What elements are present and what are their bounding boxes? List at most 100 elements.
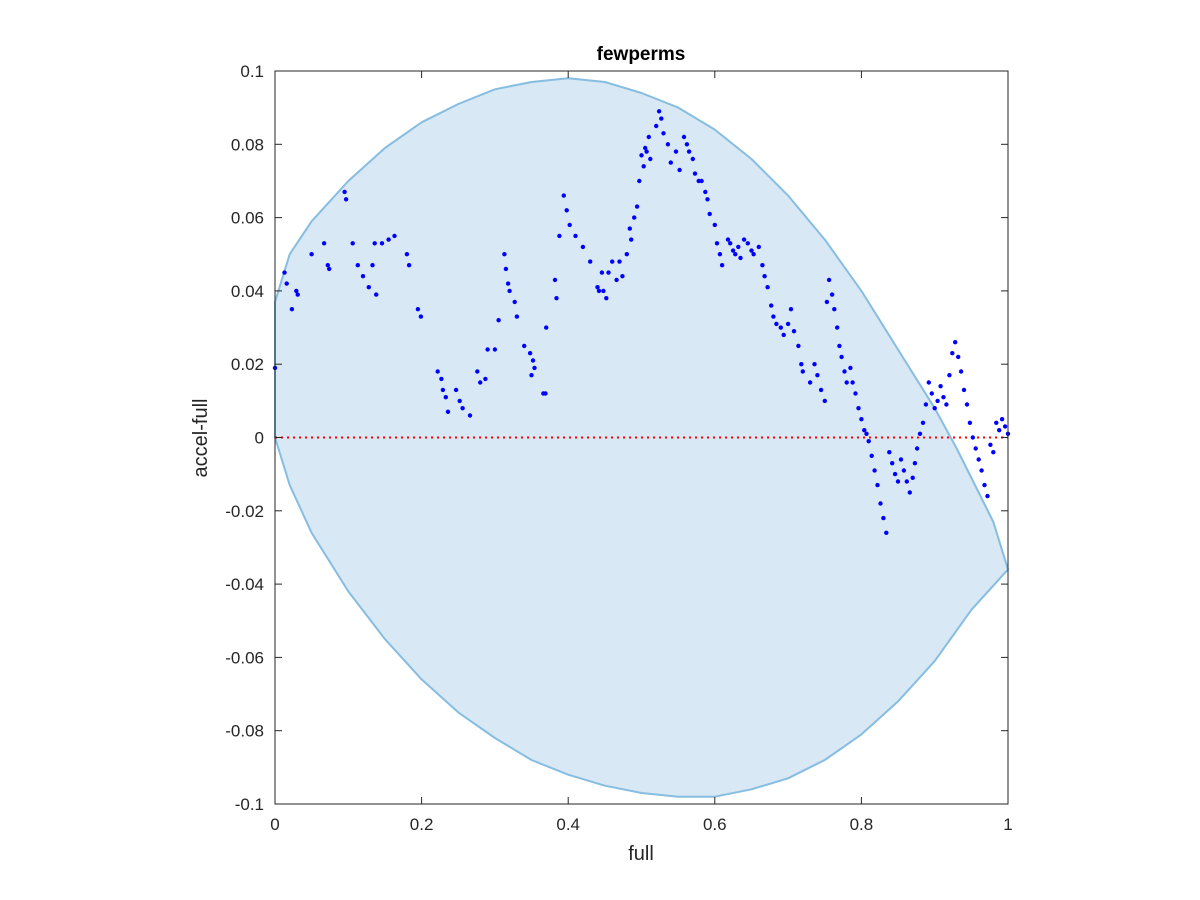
data-point (681, 134, 687, 140)
data-point (610, 259, 615, 264)
data-point (406, 263, 412, 268)
data-point (728, 241, 733, 246)
data-point (624, 252, 629, 257)
data-point (507, 288, 512, 294)
data-point (914, 446, 920, 451)
data-point (366, 285, 371, 290)
data-point (988, 442, 993, 447)
data-point (639, 153, 644, 158)
data-point (552, 277, 558, 283)
data-point (532, 365, 537, 371)
data-point (554, 296, 559, 301)
data-point (958, 369, 964, 374)
data-point (800, 369, 805, 374)
data-point (935, 398, 940, 404)
data-point (530, 358, 536, 363)
data-point (979, 468, 984, 473)
data-point (512, 299, 517, 305)
data-point (654, 123, 659, 129)
data-point (321, 241, 327, 246)
data-point (929, 391, 934, 396)
data-point (601, 288, 606, 294)
data-point (325, 263, 330, 268)
data-point (703, 189, 708, 195)
data-point (796, 343, 801, 349)
data-point (719, 263, 725, 268)
data-point (692, 171, 698, 176)
data-point (765, 285, 770, 290)
y-tick-label: -0.06 (225, 648, 264, 667)
data-point (887, 450, 892, 455)
data-point (661, 131, 666, 136)
data-point (999, 417, 1005, 422)
data-point (659, 116, 664, 121)
y-tick-label: -0.04 (225, 575, 264, 594)
data-point (824, 299, 830, 305)
data-point (760, 263, 765, 268)
data-point (342, 189, 347, 195)
x-tick-label: 1 (1003, 815, 1012, 834)
data-point (392, 233, 397, 239)
data-point (953, 340, 958, 345)
data-point (844, 380, 849, 385)
data-point (799, 362, 804, 367)
data-point (350, 241, 355, 246)
data-point (686, 149, 692, 154)
data-point (522, 343, 527, 349)
data-point (439, 376, 444, 382)
data-point (557, 233, 562, 239)
data-point (950, 351, 955, 356)
y-tick-label: -0.1 (235, 795, 264, 814)
data-point (355, 263, 360, 268)
data-point (604, 296, 609, 301)
x-tick-label: 0 (270, 815, 279, 834)
data-point (617, 259, 622, 264)
data-point (912, 461, 918, 466)
data-point (475, 369, 480, 374)
data-point (920, 420, 926, 425)
data-point (374, 292, 379, 297)
data-point (503, 266, 509, 272)
data-point (749, 248, 754, 253)
data-point (483, 376, 488, 382)
data-point (745, 241, 750, 246)
data-point (835, 325, 840, 330)
data-point (284, 281, 289, 286)
data-point (859, 417, 864, 422)
data-point (829, 292, 835, 297)
data-point (812, 362, 817, 367)
data-point (788, 307, 794, 312)
data-point (677, 167, 682, 173)
data-point (944, 402, 949, 407)
data-point (543, 391, 548, 396)
x-axis-label: full (628, 843, 654, 865)
data-point (360, 274, 366, 279)
data-point (505, 281, 511, 286)
data-point (580, 244, 586, 250)
data-point (832, 307, 837, 312)
data-point (938, 384, 943, 389)
data-point (690, 156, 695, 162)
y-tick-label: 0.1 (240, 62, 264, 81)
data-point (544, 325, 549, 330)
x-tick-label: 0.2 (410, 815, 434, 834)
data-point (976, 457, 981, 462)
data-point (967, 420, 973, 425)
data-point (632, 215, 637, 220)
data-point (956, 354, 961, 360)
data-point (826, 277, 832, 283)
data-point (606, 270, 611, 275)
y-tick-label: 0.08 (231, 135, 264, 154)
data-point (648, 156, 653, 162)
data-point (514, 314, 520, 319)
data-point (890, 461, 895, 466)
chart-title: fewperms (597, 44, 686, 65)
data-point (771, 314, 776, 319)
data-point (818, 387, 824, 393)
data-point (901, 468, 907, 473)
data-point (599, 270, 605, 275)
data-point (457, 398, 462, 404)
data-point (822, 398, 827, 404)
data-point (762, 274, 767, 279)
